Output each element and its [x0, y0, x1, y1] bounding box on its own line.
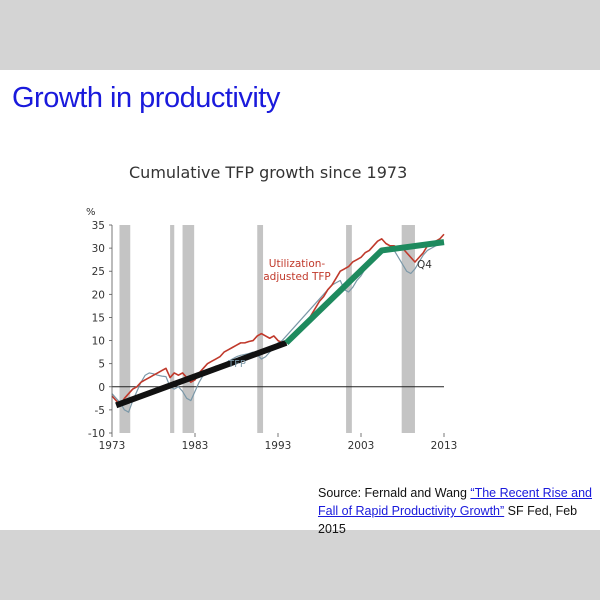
slide: Growth in productivity Cumulative TFP gr… — [0, 70, 600, 536]
util-adjusted-tfp-line — [111, 233, 445, 407]
x-tick-label: 2003 — [348, 440, 375, 452]
y-tick-label: 30 — [92, 243, 105, 255]
y-axis-unit-label: % — [86, 207, 96, 218]
util-adjusted-label-line1: Utilization- — [269, 258, 326, 270]
x-tick-label: 1983 — [182, 440, 209, 452]
recession-band — [257, 225, 264, 433]
source-citation: Source: Fernald and Wang “The Recent Ris… — [318, 484, 594, 538]
recession-band — [170, 225, 175, 433]
util-adjusted-label-line2: adjusted TFP — [263, 271, 331, 283]
x-tick-label: 1993 — [265, 440, 292, 452]
recession-band — [119, 225, 131, 433]
tfp-series-label: TFP — [227, 359, 246, 370]
y-tick-label: -5 — [95, 405, 105, 417]
y-tick-label: 15 — [92, 312, 105, 324]
y-tick-label: 10 — [92, 336, 105, 348]
source-suffix: SF Fed, Feb 2015 — [318, 504, 578, 536]
x-tick-label: 1973 — [99, 440, 126, 452]
trend-line-1994-2013 — [284, 239, 445, 346]
x-tick-label: 2013 — [431, 440, 458, 452]
y-tick-label: 25 — [92, 266, 105, 278]
recession-band — [182, 225, 195, 433]
y-tick-label: 35 — [92, 220, 105, 232]
q4-label: Q4 — [417, 259, 432, 271]
y-tick-label: 0 — [98, 382, 105, 394]
chart-title: Cumulative TFP growth since 1973 — [129, 163, 408, 182]
source-link[interactable]: “The Recent Rise and Fall of Rapid Produ… — [318, 486, 592, 518]
y-tick-label: 5 — [98, 359, 105, 371]
y-tick-label: 20 — [92, 289, 105, 301]
recession-band — [401, 225, 415, 433]
recession-band — [346, 225, 352, 433]
source-prefix: Source: Fernald and Wang — [318, 486, 471, 500]
y-tick-label: -10 — [88, 428, 105, 440]
trend-line-1973-1994 — [115, 340, 288, 409]
slide-title: Growth in productivity — [12, 82, 280, 114]
